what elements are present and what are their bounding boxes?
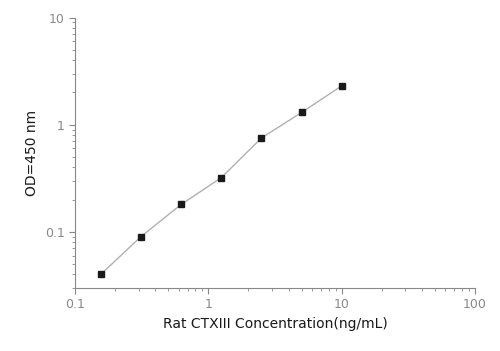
Y-axis label: OD=450 nm: OD=450 nm — [25, 110, 39, 196]
X-axis label: Rat CTXIII Concentration(ng/mL): Rat CTXIII Concentration(ng/mL) — [162, 317, 388, 331]
